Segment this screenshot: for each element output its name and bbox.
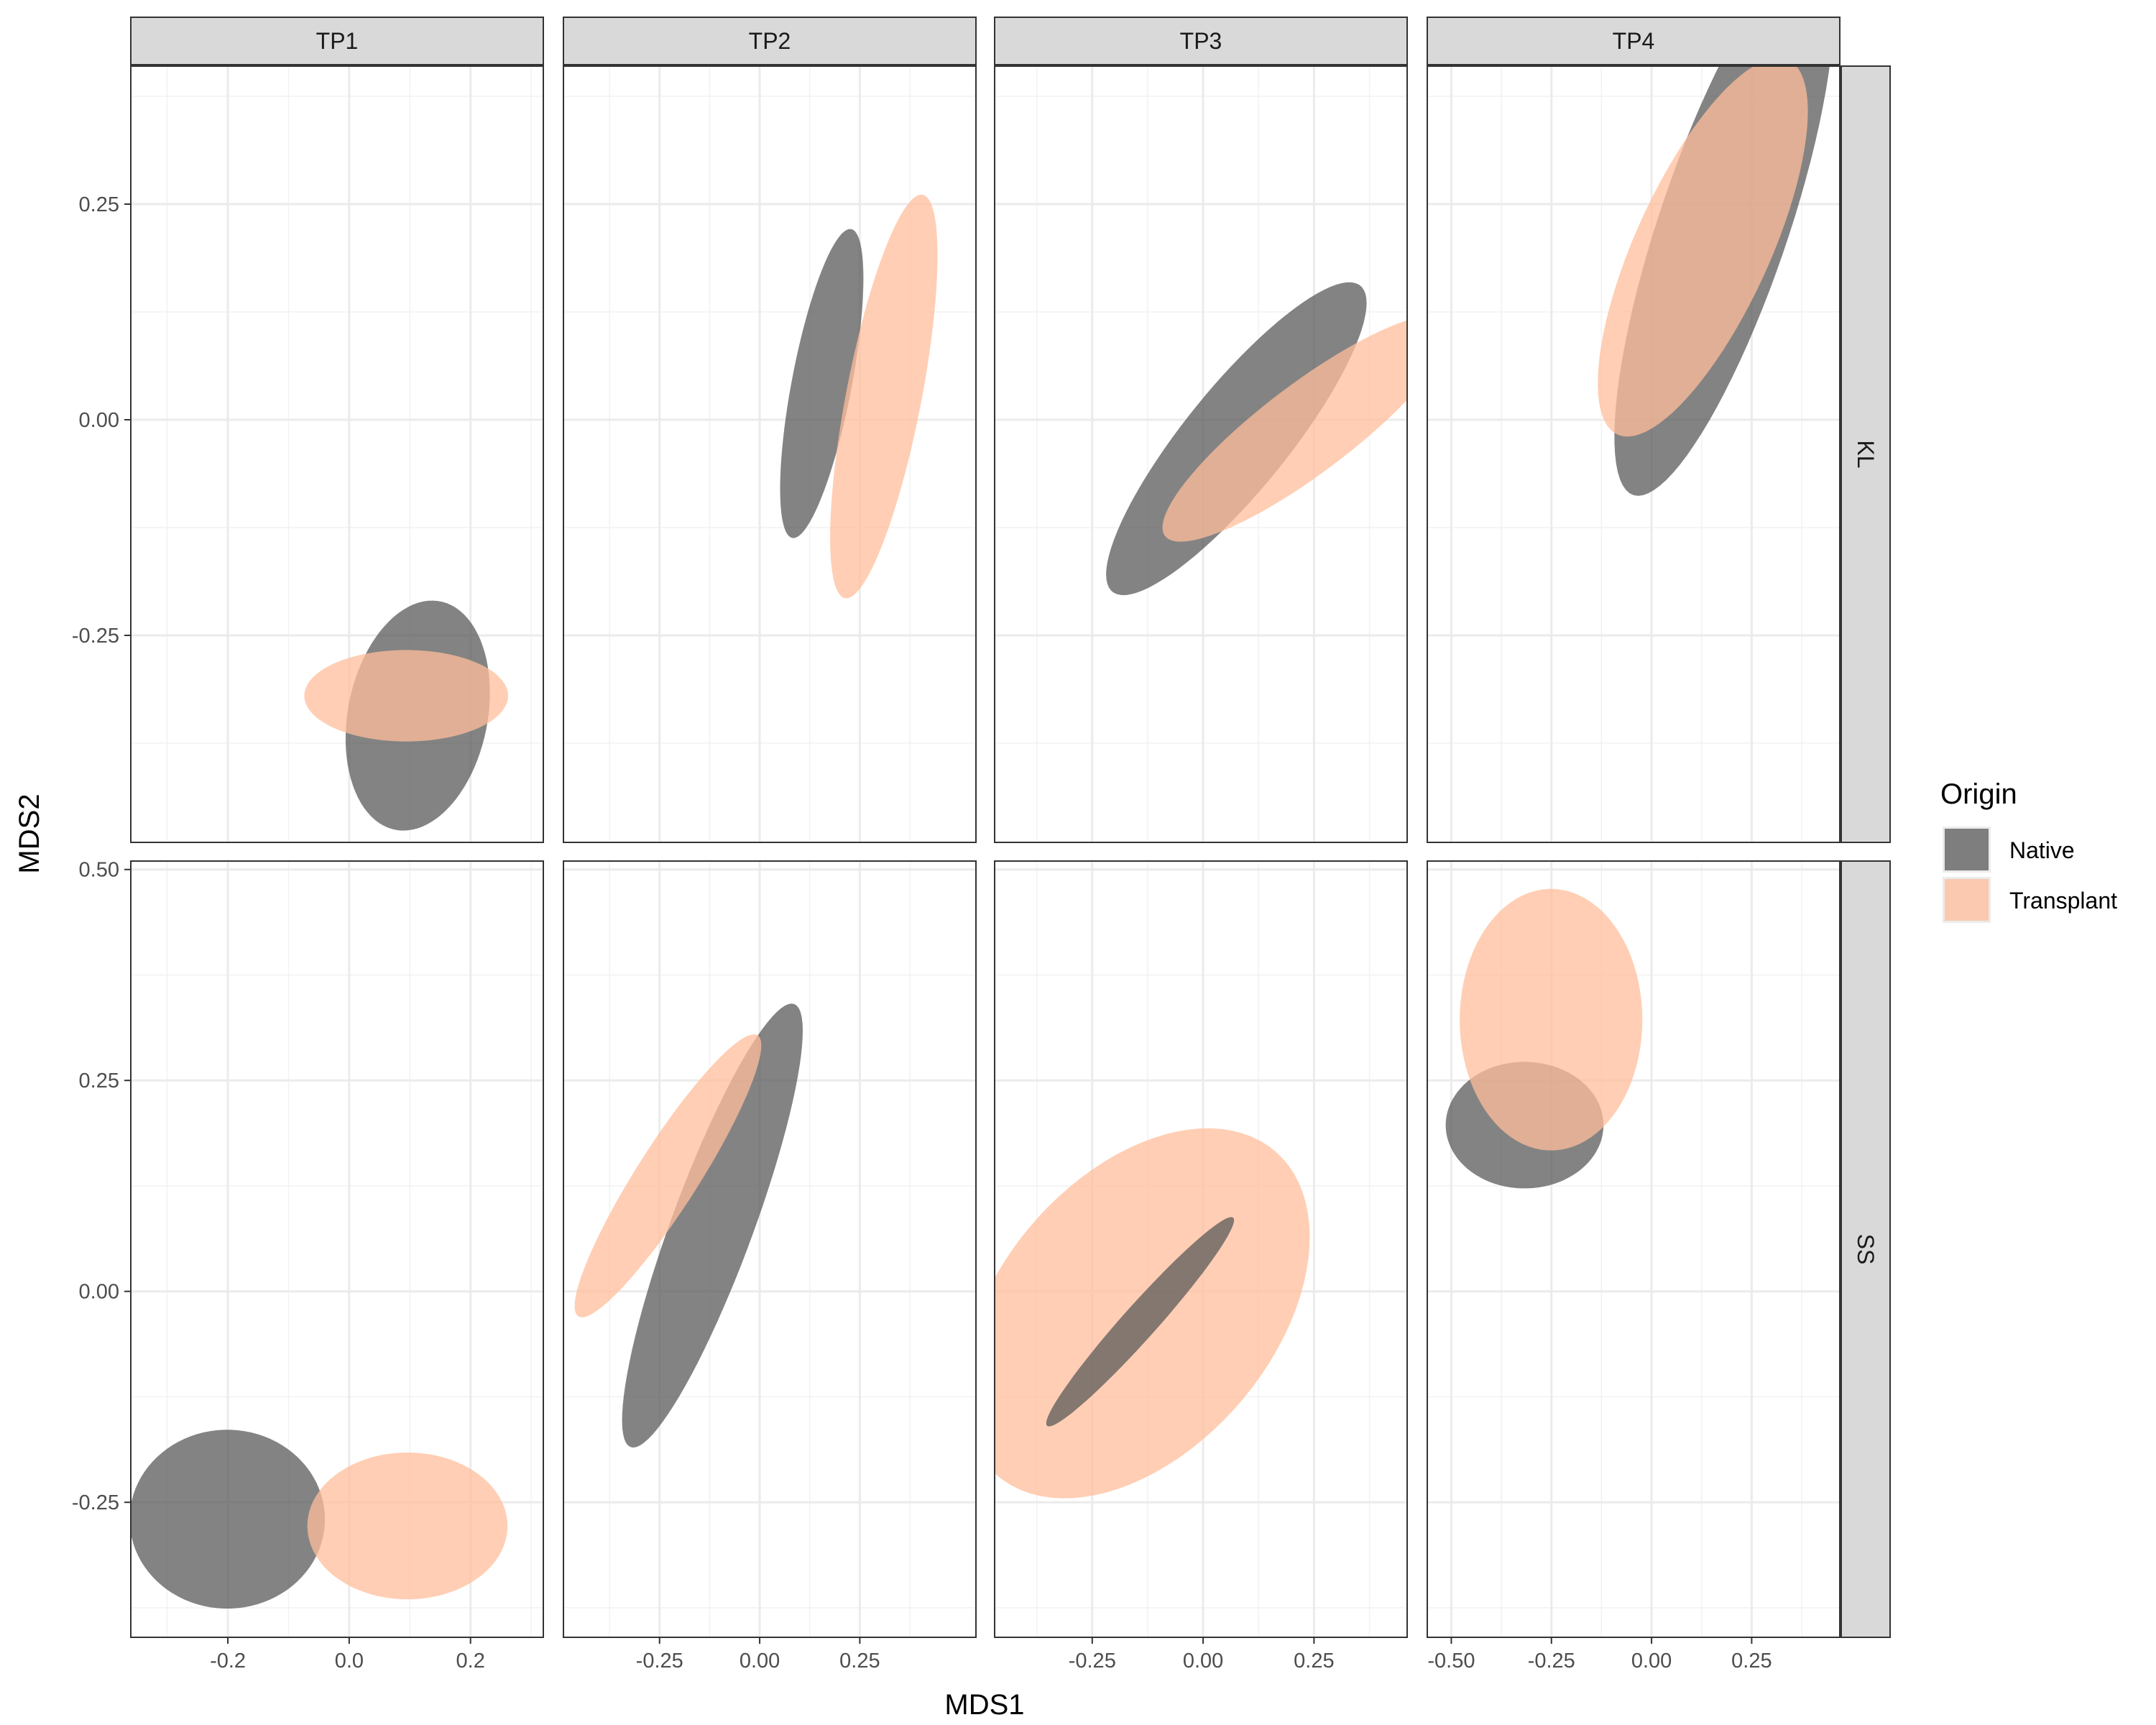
x-axis-title: MDS1: [944, 1689, 1024, 1721]
panel-border: [994, 860, 1408, 1638]
ellipse-transplant-kl-tp1: [304, 650, 508, 742]
grid-lines: [1427, 861, 1840, 1637]
y-tick-label: 0.25: [79, 193, 119, 216]
y-tick-label: 0.00: [79, 1281, 119, 1304]
x-tick-label: 0.25: [1294, 1650, 1334, 1673]
ellipse-transplant-ss-tp4: [1460, 888, 1643, 1151]
strip-label-tp1: TP1: [316, 28, 359, 54]
grid-lines: [563, 861, 976, 1637]
strip-background: [1841, 65, 1891, 843]
strip-ss: SS: [1841, 860, 1891, 1638]
ellipse-native-ss-tp2: [622, 1003, 803, 1448]
legend-label-native: Native: [2009, 837, 2075, 863]
strip-background: [1427, 17, 1841, 65]
x-tick-label: -0.25: [636, 1650, 683, 1673]
ellipse-layer: [1106, 282, 1407, 595]
y-tick-label: -0.25: [72, 1491, 119, 1514]
strip-label-ss: SS: [1853, 1234, 1879, 1265]
y-tick-label: 0.50: [79, 859, 119, 882]
legend: Origin Native Transplant: [1940, 778, 2117, 923]
x-tick-label: 0.00: [1183, 1650, 1223, 1673]
strip-tp2: TP2: [563, 17, 977, 65]
y-axis-title: MDS2: [14, 794, 45, 873]
legend-title: Origin: [1940, 778, 2017, 810]
panel-border: [994, 65, 1408, 843]
x-tick-label: 0.25: [839, 1650, 880, 1673]
legend-swatch-native: [1945, 829, 1989, 870]
ellipse-native-ss-tp1: [131, 1430, 326, 1609]
strip-label-tp4: TP4: [1613, 28, 1655, 54]
ellipse-layer: [1445, 888, 1643, 1189]
panel-background: [563, 66, 976, 842]
strip-background: [563, 17, 977, 65]
strip-background: [994, 17, 1408, 65]
x-tick-label: 0.00: [1631, 1650, 1672, 1673]
x-tick-label: 0.25: [1731, 1650, 1772, 1673]
legend-swatch-transplant: [1945, 879, 1989, 921]
x-tick-label: -0.2: [210, 1650, 246, 1673]
y-tick-label: 0.25: [79, 1070, 119, 1092]
ellipse-native-ss-tp3: [1046, 1217, 1235, 1427]
ellipse-layer: [304, 600, 508, 831]
strip-background: [130, 17, 544, 65]
ellipse-layer: [995, 1128, 1310, 1499]
panel-ss-tp1: [130, 860, 544, 1638]
strip-tp1: TP1: [130, 17, 544, 65]
ellipse-transplant-kl-tp4: [1598, 66, 1808, 437]
strip-background: [1841, 860, 1891, 1638]
grid-lines: [563, 66, 976, 842]
x-tick-label: 0.0: [335, 1650, 364, 1673]
panel-border: [1427, 65, 1841, 843]
panel-kl-tp1: [130, 65, 544, 843]
strip-tp4: TP4: [1427, 17, 1841, 65]
panel-border: [563, 860, 977, 1638]
ellipse-transplant-ss-tp2: [574, 1034, 762, 1317]
x-tick-label: 0.2: [456, 1650, 485, 1673]
panel-kl-tp3: [994, 65, 1408, 843]
ellipse-layer: [574, 1003, 803, 1448]
strip-label-tp3: TP3: [1180, 28, 1222, 54]
ellipse-native-kl-tp2: [780, 229, 864, 538]
panel-kl-tp2: [563, 65, 977, 843]
ellipse-layer: [131, 1430, 508, 1609]
axes: -0.25 0.00 0.25 -0.25 0.00 0.25 0.50 -0.2 0.0 0.2…: [72, 193, 1772, 1673]
facet-panels: [130, 65, 1841, 1638]
panel-ss-tp4: [1427, 860, 1841, 1638]
ellipse-layer: [1598, 66, 1830, 496]
panel-border: [130, 65, 544, 843]
legend-label-transplant: Transplant: [2009, 888, 2117, 914]
panel-border: [130, 860, 544, 1638]
ellipse-transplant-kl-tp3: [1162, 320, 1407, 542]
strip-tp3: TP3: [994, 17, 1408, 65]
y-tick-label: -0.25: [72, 625, 119, 648]
grid-lines: [995, 66, 1407, 842]
x-tick-label: -0.50: [1427, 1650, 1475, 1673]
ellipse-transplant-kl-tp2: [830, 194, 938, 599]
panel-border: [563, 65, 977, 843]
strip-label-tp2: TP2: [749, 28, 791, 54]
ellipse-layer: [780, 194, 938, 599]
y-tick-label: 0.00: [79, 409, 119, 432]
ellipse-transplant-ss-tp1: [307, 1453, 508, 1600]
facet-strips: TP1 TP2 TP3 TP4 KL SS: [130, 17, 1891, 1638]
strip-kl: KL: [1841, 65, 1891, 843]
x-tick-label: -0.25: [1069, 1650, 1116, 1673]
x-tick-label: -0.25: [1528, 1650, 1575, 1673]
panel-ss-tp2: [563, 860, 977, 1638]
x-tick-label: 0.00: [740, 1650, 780, 1673]
panel-kl-tp4: [1427, 65, 1841, 843]
strip-label-kl: KL: [1853, 440, 1879, 468]
panel-border: [1427, 860, 1841, 1638]
panel-ss-tp3: [994, 860, 1408, 1638]
